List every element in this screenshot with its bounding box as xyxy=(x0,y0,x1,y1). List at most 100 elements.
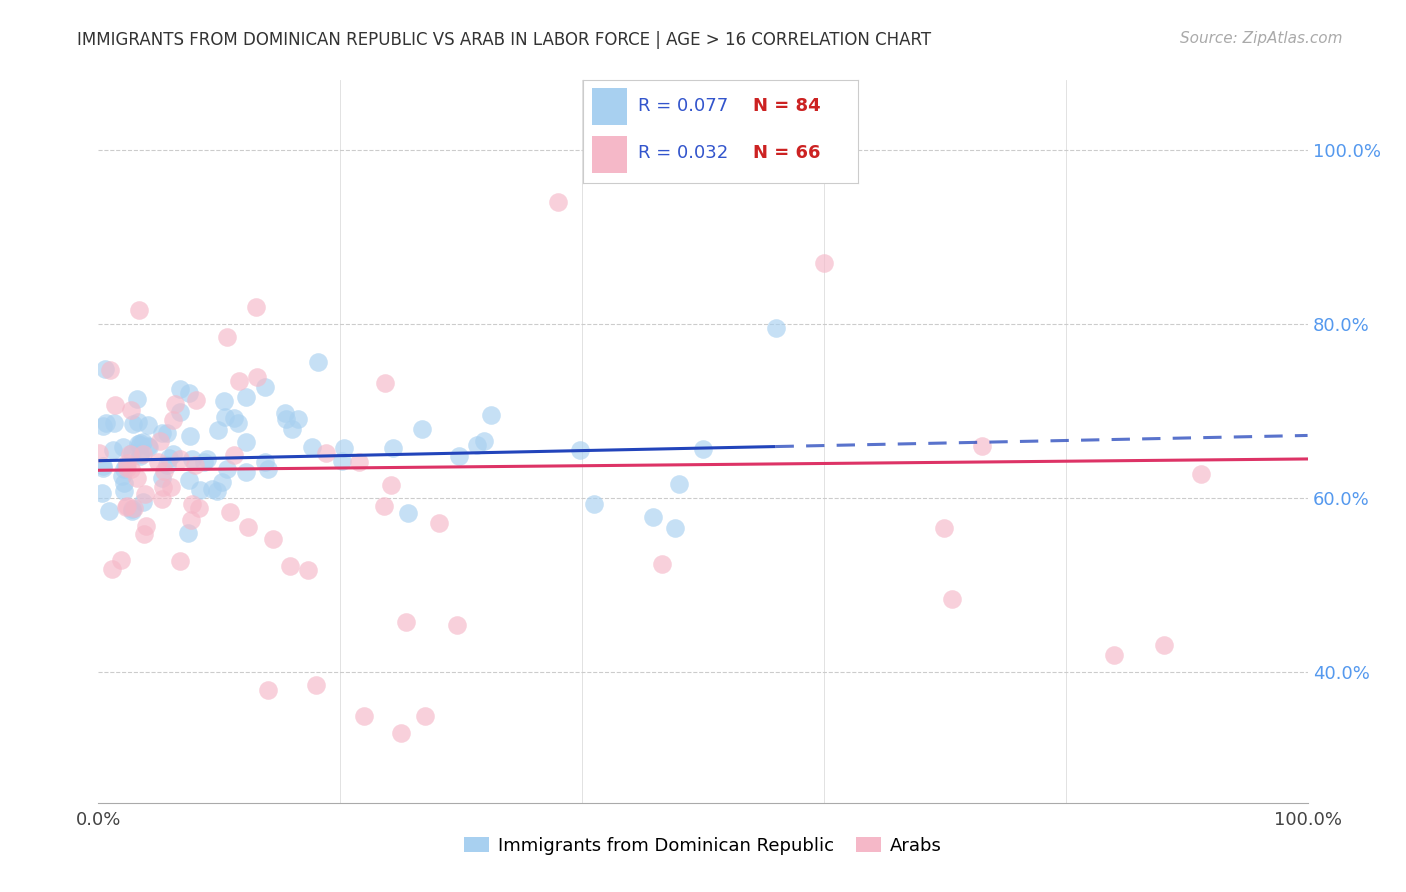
Point xyxy=(307,355,329,369)
Point xyxy=(91,418,114,433)
Point xyxy=(256,682,278,697)
Point xyxy=(150,426,173,441)
Point xyxy=(111,440,134,454)
Point xyxy=(162,447,184,461)
Point xyxy=(118,447,141,461)
Point xyxy=(583,497,606,511)
Point xyxy=(219,504,242,518)
Point xyxy=(333,441,356,455)
Point xyxy=(188,483,211,498)
Point xyxy=(201,483,224,497)
FancyBboxPatch shape xyxy=(592,88,627,126)
Point xyxy=(177,386,200,401)
Point xyxy=(274,406,297,420)
Point xyxy=(547,195,569,210)
Point xyxy=(374,376,396,390)
Point xyxy=(111,469,134,483)
Point xyxy=(112,484,135,499)
Point xyxy=(146,455,169,469)
Point xyxy=(125,392,148,407)
Point xyxy=(117,461,139,475)
Point xyxy=(664,521,686,535)
Point xyxy=(472,434,495,448)
Point xyxy=(765,321,787,335)
Point xyxy=(215,462,238,476)
Point xyxy=(446,618,468,632)
Point xyxy=(287,412,309,426)
Point xyxy=(157,451,180,466)
Point xyxy=(179,429,201,443)
Point xyxy=(465,438,488,452)
Point xyxy=(115,500,138,515)
Point xyxy=(176,525,198,540)
Point xyxy=(301,440,323,454)
Point xyxy=(149,434,172,448)
Text: N = 84: N = 84 xyxy=(754,97,821,115)
Point xyxy=(479,409,502,423)
Point xyxy=(131,446,153,460)
Point xyxy=(127,415,149,429)
Point xyxy=(115,458,138,473)
Point xyxy=(193,455,215,469)
Point xyxy=(112,475,135,490)
Point xyxy=(1102,648,1125,662)
Point xyxy=(150,471,173,485)
Point xyxy=(177,473,200,487)
Point xyxy=(122,501,145,516)
Point xyxy=(135,519,157,533)
Point xyxy=(262,532,284,546)
Point xyxy=(651,557,673,571)
Point xyxy=(134,487,156,501)
Point xyxy=(180,497,202,511)
Text: R = 0.077: R = 0.077 xyxy=(638,97,728,115)
Point xyxy=(668,477,690,491)
Point xyxy=(315,446,337,460)
Text: R = 0.032: R = 0.032 xyxy=(638,144,728,161)
Point xyxy=(274,411,297,425)
Point xyxy=(347,455,370,469)
Point xyxy=(129,437,152,451)
Point xyxy=(169,382,191,396)
Text: N = 66: N = 66 xyxy=(754,144,821,161)
Point xyxy=(245,300,267,314)
Point xyxy=(568,442,591,457)
Point xyxy=(98,362,121,376)
Point xyxy=(115,456,138,470)
Point xyxy=(1153,638,1175,652)
Point xyxy=(235,390,257,404)
Point xyxy=(129,447,152,461)
Point xyxy=(411,422,433,436)
Point xyxy=(228,375,250,389)
Point xyxy=(643,510,665,524)
Point xyxy=(90,486,112,500)
Point xyxy=(413,708,436,723)
Point xyxy=(132,495,155,509)
Point xyxy=(163,397,186,411)
Point xyxy=(396,506,419,520)
Point xyxy=(129,436,152,450)
Point xyxy=(207,423,229,437)
Point xyxy=(813,256,835,270)
Point xyxy=(98,503,121,517)
Text: IMMIGRANTS FROM DOMINICAN REPUBLIC VS ARAB IN LABOR FORCE | AGE > 16 CORRELATION: IMMIGRANTS FROM DOMINICAN REPUBLIC VS AR… xyxy=(77,31,931,49)
Point xyxy=(205,483,228,498)
Point xyxy=(128,303,150,318)
Point xyxy=(134,527,156,541)
Point xyxy=(389,726,412,740)
Point xyxy=(104,397,127,411)
Point xyxy=(427,516,450,531)
Point xyxy=(382,441,405,455)
Point xyxy=(169,452,191,467)
Point xyxy=(94,362,117,376)
Point xyxy=(184,393,207,408)
Point xyxy=(212,394,235,409)
Point xyxy=(121,445,143,459)
Point xyxy=(211,475,233,489)
Point xyxy=(120,403,142,417)
Point xyxy=(136,418,159,433)
Point xyxy=(127,437,149,451)
Point xyxy=(138,440,160,454)
Point xyxy=(1189,467,1212,481)
Point xyxy=(222,448,245,462)
Point xyxy=(169,553,191,567)
